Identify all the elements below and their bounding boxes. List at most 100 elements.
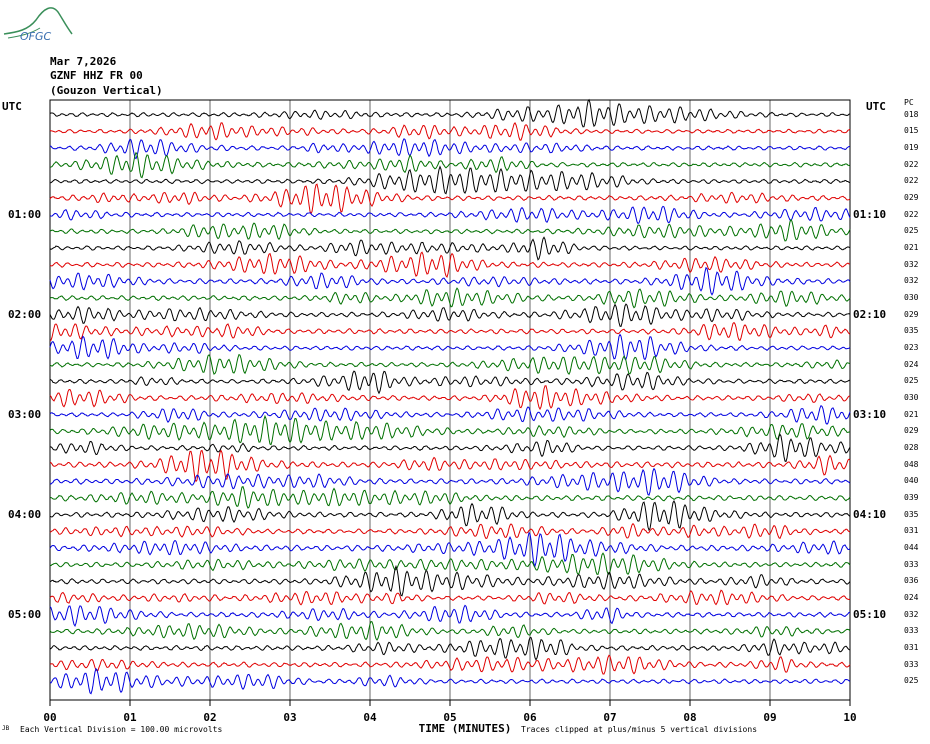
row-percent-label: 040 bbox=[904, 476, 919, 486]
seismic-trace bbox=[49, 98, 851, 128]
seismic-trace bbox=[49, 499, 851, 532]
seismic-trace bbox=[49, 589, 851, 606]
x-tick-label: 01 bbox=[123, 711, 137, 724]
row-percent-label: 029 bbox=[904, 193, 919, 202]
seismic-trace bbox=[49, 667, 851, 695]
row-percent-label: 028 bbox=[904, 443, 919, 452]
seismic-trace bbox=[49, 385, 851, 411]
x-axis-label: TIME (MINUTES) bbox=[418, 722, 512, 735]
logo-text: OFGC bbox=[20, 30, 52, 43]
row-percent-label: 031 bbox=[904, 526, 919, 536]
right-time-label: 05:10 bbox=[853, 607, 887, 621]
row-percent-label: 025 bbox=[904, 226, 919, 236]
row-percent-label: 029 bbox=[904, 426, 919, 436]
seismic-trace bbox=[49, 636, 851, 661]
row-percent-label: 025 bbox=[904, 376, 919, 386]
seismic-trace bbox=[49, 414, 851, 446]
row-percent-label: 015 bbox=[904, 126, 919, 136]
x-tick-label: 05 bbox=[443, 711, 457, 724]
x-tick-label: 09 bbox=[763, 711, 777, 724]
right-time-label: 02:10 bbox=[853, 307, 887, 321]
seismic-trace bbox=[49, 604, 851, 627]
row-percent-label: 044 bbox=[904, 543, 919, 552]
left-time-label: 02:00 bbox=[8, 307, 42, 321]
location-label: (Gouzon Vertical) bbox=[50, 84, 163, 97]
row-percent-label: 033 bbox=[904, 626, 919, 636]
right-time-label: 03:10 bbox=[853, 407, 887, 421]
seismic-trace bbox=[49, 353, 851, 376]
x-tick-label: 07 bbox=[603, 711, 617, 724]
row-percent-label: 033 bbox=[904, 559, 919, 569]
seismic-trace bbox=[49, 552, 851, 575]
seismic-trace bbox=[49, 287, 851, 309]
row-percent-label: 022 bbox=[904, 159, 919, 169]
x-tick-label: 10 bbox=[843, 711, 857, 724]
row-percent-label: 022 bbox=[904, 209, 919, 219]
row-percent-label: 048 bbox=[904, 459, 919, 469]
row-percent-label: 032 bbox=[904, 609, 919, 619]
ofgc-logo: OFGC bbox=[3, 7, 73, 43]
row-percent-label: 019 bbox=[904, 143, 919, 152]
seismic-trace bbox=[49, 370, 851, 395]
row-percent-label: 036 bbox=[904, 576, 919, 586]
seismic-trace bbox=[49, 266, 851, 296]
seismic-trace bbox=[49, 449, 851, 483]
footer-prefix: JB bbox=[2, 725, 10, 732]
x-tick-label: 00 bbox=[43, 711, 57, 724]
row-percent-label: 035 bbox=[904, 509, 919, 519]
seismic-trace bbox=[49, 654, 851, 675]
left-time-label: 03:00 bbox=[8, 407, 42, 421]
x-tick-label: 03 bbox=[283, 711, 297, 724]
seismic-trace bbox=[49, 183, 851, 215]
pc-header: PC bbox=[904, 98, 914, 107]
seismic-trace bbox=[49, 165, 851, 195]
seismic-trace bbox=[49, 564, 851, 597]
row-percent-label: 022 bbox=[904, 176, 919, 186]
seismic-trace bbox=[49, 621, 851, 641]
seismic-trace bbox=[49, 303, 851, 327]
footer-clip-note: Traces clipped at plus/minus 5 vertical … bbox=[521, 725, 758, 734]
x-tick-label: 06 bbox=[523, 711, 537, 724]
seismic-trace bbox=[49, 138, 851, 160]
seismic-trace bbox=[49, 321, 851, 342]
utc-left-label: UTC bbox=[2, 100, 22, 113]
row-percent-label: 031 bbox=[904, 643, 919, 652]
row-percent-label: 029 bbox=[904, 309, 919, 319]
footer-scale-note: Each Vertical Division = 100.00 microvol… bbox=[20, 725, 223, 734]
left-time-label: 05:00 bbox=[8, 607, 42, 621]
row-percent-label: 032 bbox=[904, 276, 919, 286]
row-percent-label: 024 bbox=[904, 593, 919, 602]
seismic-trace bbox=[49, 205, 851, 225]
row-percent-label: 032 bbox=[904, 259, 919, 269]
seismic-trace bbox=[49, 121, 851, 141]
seismic-trace bbox=[49, 151, 851, 179]
seismic-trace bbox=[49, 218, 851, 242]
row-percent-label: 018 bbox=[904, 109, 919, 119]
seismic-trace bbox=[49, 404, 851, 425]
seismic-trace bbox=[49, 251, 851, 279]
x-tick-label: 02 bbox=[203, 711, 217, 724]
right-time-label: 01:10 bbox=[853, 207, 887, 221]
seismic-trace bbox=[49, 236, 851, 261]
x-tick-label: 04 bbox=[363, 711, 377, 724]
row-percent-label: 033 bbox=[904, 659, 919, 669]
row-percent-label: 030 bbox=[904, 293, 919, 302]
seismic-trace bbox=[49, 531, 851, 568]
date-label: Mar 7,2026 bbox=[50, 55, 117, 68]
row-percent-label: 024 bbox=[904, 359, 919, 369]
seismic-trace bbox=[49, 433, 851, 463]
row-percent-label: 023 bbox=[904, 343, 919, 352]
row-percent-label: 039 bbox=[904, 493, 919, 502]
station-label: GZNF HHZ FR 00 bbox=[50, 69, 143, 82]
left-time-label: 04:00 bbox=[8, 507, 42, 521]
seismic-trace bbox=[49, 522, 851, 540]
right-time-label: 04:10 bbox=[853, 507, 887, 521]
seismic-trace bbox=[49, 467, 851, 496]
row-percent-label: 021 bbox=[904, 243, 919, 252]
row-percent-label: 021 bbox=[904, 409, 919, 419]
utc-right-label: UTC bbox=[866, 100, 886, 113]
seismic-trace bbox=[49, 486, 851, 509]
seismic-trace bbox=[49, 333, 851, 361]
row-percent-label: 030 bbox=[904, 393, 919, 402]
